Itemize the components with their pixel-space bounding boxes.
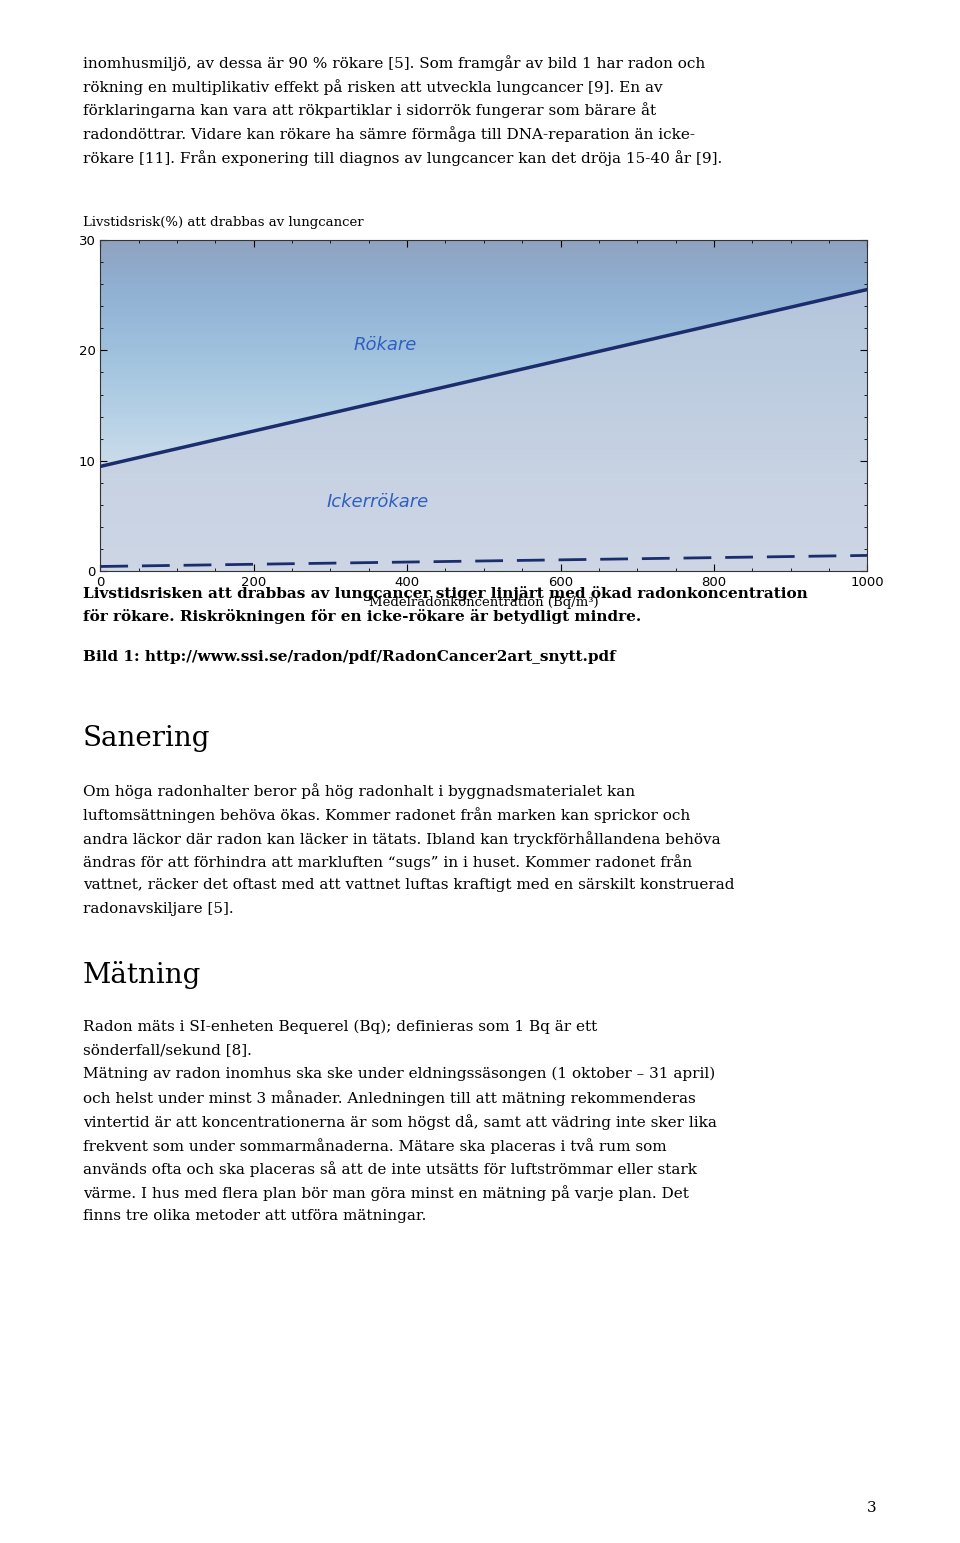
Text: används ofta och ska placeras så att de inte utsätts för luftströmmar eller star: används ofta och ska placeras så att de … (83, 1162, 697, 1177)
Text: sönderfall/sekund [8].: sönderfall/sekund [8]. (83, 1043, 252, 1057)
Text: radonavskiljare [5].: radonavskiljare [5]. (83, 903, 233, 917)
Text: inomhusmiljö, av dessa är 90 % rökare [5]. Som framgår av bild 1 har radon och: inomhusmiljö, av dessa är 90 % rökare [5… (83, 56, 706, 71)
Text: Livstidsrisk(%) att drabbas av lungcancer: Livstidsrisk(%) att drabbas av lungcance… (83, 216, 364, 228)
Text: och helst under minst 3 månader. Anledningen till att mätning rekommenderas: och helst under minst 3 månader. Anledni… (83, 1091, 696, 1106)
Text: radondöttrar. Vidare kan rökare ha sämre förmåga till DNA-reparation än icke-: radondöttrar. Vidare kan rökare ha sämre… (83, 127, 695, 142)
Text: Bild 1: http://www.ssi.se/radon/pdf/RadonCancer2art_snytt.pdf: Bild 1: http://www.ssi.se/radon/pdf/Rado… (83, 650, 615, 663)
Text: Om höga radonhalter beror på hög radonhalt i byggnadsmaterialet kan: Om höga radonhalter beror på hög radonha… (83, 784, 636, 799)
Text: Livstidsrisken att drabbas av lungcancer stiger linjärt med ökad radonkoncentrat: Livstidsrisken att drabbas av lungcancer… (83, 586, 807, 600)
Text: Rökare: Rökare (353, 336, 417, 355)
Text: vintertid är att koncentrationerna är som högst då, samt att vädring inte sker l: vintertid är att koncentrationerna är so… (83, 1114, 717, 1129)
Text: vattnet, räcker det oftast med att vattnet luftas kraftigt med en särskilt konst: vattnet, räcker det oftast med att vattn… (83, 878, 734, 892)
Text: finns tre olika metoder att utföra mätningar.: finns tre olika metoder att utföra mätni… (83, 1208, 426, 1222)
Text: rökning en multiplikativ effekt på risken att utveckla lungcancer [9]. En av: rökning en multiplikativ effekt på riske… (83, 79, 662, 94)
Text: luftomsättningen behöva ökas. Kommer radonet från marken kan sprickor och: luftomsättningen behöva ökas. Kommer rad… (83, 807, 690, 822)
Text: andra läckor där radon kan läcker in tätats. Ibland kan tryckförhållandena behöv: andra läckor där radon kan läcker in tät… (83, 830, 721, 847)
Text: Mätning: Mätning (83, 961, 202, 989)
Text: frekvent som under sommarmånaderna. Mätare ska placeras i två rum som: frekvent som under sommarmånaderna. Mäta… (83, 1137, 666, 1154)
Text: Mätning av radon inomhus ska ske under eldningssäsongen (1 oktober – 31 april): Mätning av radon inomhus ska ske under e… (83, 1066, 715, 1082)
Text: för rökare. Riskrökningen för en icke-rökare är betydligt mindre.: för rökare. Riskrökningen för en icke-rö… (83, 609, 641, 625)
Text: rökare [11]. Från exponering till diagnos av lungcancer kan det dröja 15-40 år [: rökare [11]. Från exponering till diagno… (83, 150, 722, 165)
Text: Radon mäts i SI-enheten Bequerel (Bq); definieras som 1 Bq är ett: Radon mäts i SI-enheten Bequerel (Bq); d… (83, 1020, 597, 1034)
Text: Ickerrökare: Ickerrökare (326, 494, 429, 511)
Text: förklaringarna kan vara att rökpartiklar i sidorrök fungerar som bärare åt: förklaringarna kan vara att rökpartiklar… (83, 102, 656, 119)
Text: 3: 3 (868, 1501, 877, 1515)
Text: värme. I hus med flera plan bör man göra minst en mätning på varje plan. Det: värme. I hus med flera plan bör man göra… (83, 1185, 689, 1200)
X-axis label: Medelradonkoncentration (Bq/m³): Medelradonkoncentration (Bq/m³) (369, 596, 599, 609)
Text: ändras för att förhindra att markluften “sugs” in i huset. Kommer radonet från: ändras för att förhindra att markluften … (83, 855, 692, 870)
Text: Sanering: Sanering (83, 725, 210, 753)
